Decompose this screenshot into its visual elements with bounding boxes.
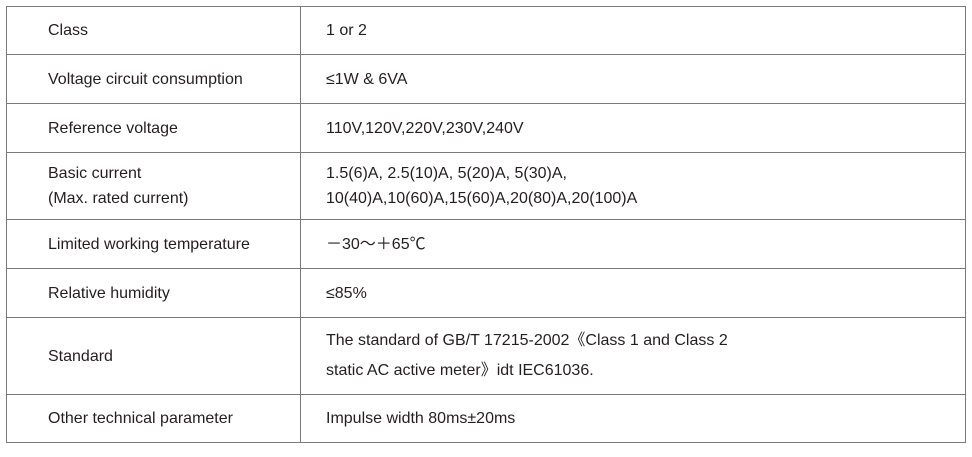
label-text: Class	[48, 22, 89, 39]
value-text: static AC active meter》idt IEC61036.	[326, 362, 594, 379]
label-text: Standard	[48, 347, 113, 365]
specifications-table: Class 1 or 2 Voltage circuit consumption…	[6, 6, 966, 443]
label-text: Limited working temperature	[48, 235, 250, 253]
label-text: Reference voltage	[48, 119, 178, 137]
label-text: Basic current	[48, 165, 142, 182]
table-row: Relative humidity ≤85%	[6, 268, 966, 318]
value-text: 1.5(6)A, 2.5(10)A, 5(20)A, 5(30)A,	[326, 165, 567, 182]
row-value: 1 or 2	[300, 6, 966, 55]
row-value: 110V,120V,220V,230V,240V	[300, 103, 966, 153]
row-value: 1.5(6)A, 2.5(10)A, 5(20)A, 5(30)A, 10(40)…	[300, 152, 966, 220]
label-text: (Max. rated current)	[48, 190, 189, 207]
table-row: Limited working temperature －30～＋65℃	[6, 219, 966, 269]
row-value: Impulse width 80ms±20ms	[300, 394, 966, 443]
value-text: ≤1W & 6VA	[326, 70, 408, 88]
table-row: Standard The standard of GB/T 17215-2002…	[6, 317, 966, 395]
table-row: Class 1 or 2	[6, 6, 966, 55]
row-label: Limited working temperature	[6, 219, 301, 269]
table-row: Voltage circuit consumption ≤1W & 6VA	[6, 54, 966, 104]
row-value: ≤85%	[300, 268, 966, 318]
row-value: ≤1W & 6VA	[300, 54, 966, 104]
row-label: Voltage circuit consumption	[6, 54, 301, 104]
value-text: Impulse width 80ms±20ms	[326, 410, 516, 427]
label-text: Other technical parameter	[48, 410, 233, 427]
row-label: Other technical parameter	[6, 394, 301, 443]
row-value: The standard of GB/T 17215-2002《Class 1 …	[300, 317, 966, 395]
row-label: Class	[6, 6, 301, 55]
value-text: 1 or 2	[326, 22, 367, 39]
label-text: Voltage circuit consumption	[48, 70, 243, 88]
table-row: Other technical parameter Impulse width …	[6, 394, 966, 443]
value-text: 110V,120V,220V,230V,240V	[326, 119, 524, 137]
value-text: －30～＋65℃	[326, 235, 426, 253]
table-row: Reference voltage 110V,120V,220V,230V,24…	[6, 103, 966, 153]
value-text: The standard of GB/T 17215-2002《Class 1 …	[326, 332, 728, 349]
row-label: Basic current (Max. rated current)	[6, 152, 301, 220]
label-text: Relative humidity	[48, 284, 170, 302]
value-text: ≤85%	[326, 284, 367, 302]
table-row: Basic current (Max. rated current) 1.5(6)…	[6, 152, 966, 220]
row-label: Reference voltage	[6, 103, 301, 153]
row-label: Relative humidity	[6, 268, 301, 318]
value-text: 10(40)A,10(60)A,15(60)A,20(80)A,20(100)A	[326, 190, 638, 207]
row-label: Standard	[6, 317, 301, 395]
row-value: －30～＋65℃	[300, 219, 966, 269]
